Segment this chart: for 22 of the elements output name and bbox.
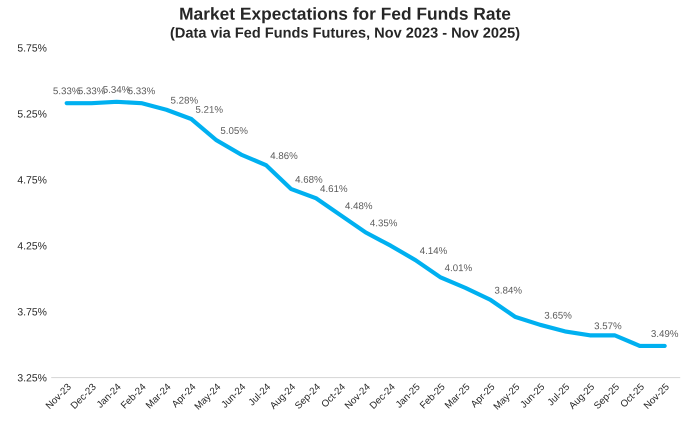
data-label: 3.57% xyxy=(594,322,622,330)
chart-title: Market Expectations for Fed Funds Rate xyxy=(180,7,510,24)
data-label: 5.28% xyxy=(170,96,198,104)
y-tick-label: 4.75% xyxy=(18,176,47,184)
data-label: 5.05% xyxy=(220,127,248,134)
data-label: 4.48% xyxy=(345,202,372,210)
data-label: 4.86% xyxy=(270,152,298,160)
y-tick-label: 5.25% xyxy=(18,110,47,118)
data-label: 5.21% xyxy=(196,106,223,113)
data-label: 4.68% xyxy=(295,176,322,183)
y-tick-label: 4.25% xyxy=(18,242,47,250)
data-label: 3.49% xyxy=(651,330,678,338)
data-label: 3.84% xyxy=(494,286,522,294)
y-tick-label: 5.75% xyxy=(18,44,47,52)
y-tick-label: 3.25% xyxy=(18,374,47,382)
data-label: 4.35% xyxy=(370,219,398,226)
y-tick-label: 3.75% xyxy=(18,308,47,316)
data-label: 3.65% xyxy=(544,312,572,319)
chart-subtitle: (Data via Fed Funds Futures, Nov 2023 - Nov 2025) xyxy=(170,27,520,41)
data-label: 4.14% xyxy=(420,247,447,254)
data-label: 4.01% xyxy=(444,264,472,272)
data-label: 4.61% xyxy=(320,185,348,192)
